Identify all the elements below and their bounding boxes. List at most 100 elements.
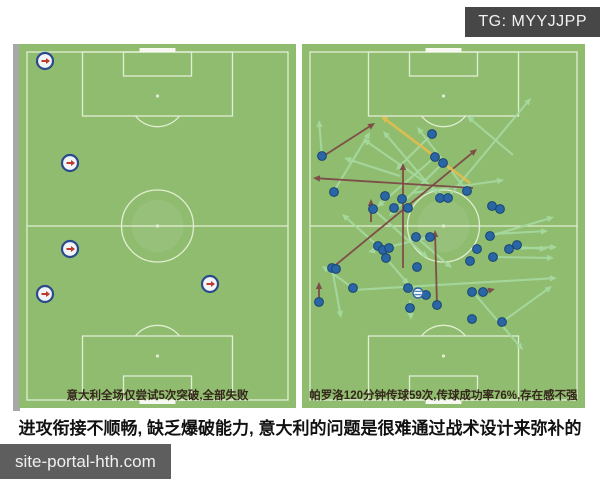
pass-origin-dot [381,253,391,263]
pass-arrow-success [352,277,551,292]
penalty-spot-top [441,94,446,98]
penalty-spot-top [155,94,160,98]
pass-arrowhead-fail [367,123,375,130]
pass-arrow-success [415,236,448,265]
failed-takeon-icon [46,58,50,64]
center-circle [120,189,195,263]
pass-arrowhead-fail [315,282,323,289]
pass-origin-dot [432,300,442,310]
pass-arrowhead-success [417,127,424,135]
penalty-arc-top [420,115,467,128]
pass-arrowhead-success [407,312,414,320]
pass-arrowhead-success [544,286,552,293]
pass-arrowhead-success [363,132,370,140]
pass-origin-dot [329,187,339,197]
pass-arrowhead-success [402,277,409,285]
pass-arrowhead-fail [313,175,321,182]
pass-arrowhead-success [540,228,548,235]
left-pitch-caption: 意大利全场仅尝试5次突破,全部失败 [66,390,249,402]
right-pitch-caption: 帕罗洛120分钟传球59次,传球成功率76%,存在感不强 [309,390,578,402]
penalty-spot-bottom [155,354,160,358]
pass-origin-dot [427,129,437,139]
pass-origin-dot [405,303,415,313]
pass-origin-dot [384,243,394,253]
pass-origin-dot [512,240,522,250]
pass-arrowhead-assist [381,116,389,123]
ball-icon [412,287,424,299]
pass-origin-dot [472,244,482,254]
pass-origin-dot [497,317,507,327]
pass-origin-dot [403,283,413,293]
pass-arrow-success [350,159,401,177]
pass-arrowhead-success [546,215,554,223]
pass-arrow-success [372,208,424,255]
tg-watermark-badge: TG: MYYJJPP [465,7,600,37]
pass-origin-dot [438,158,448,168]
pass-arrowhead-success [336,310,343,318]
pass-origin-dot [411,232,421,242]
pass-origin-dot [467,287,477,297]
pass-origin-dot [403,203,413,213]
pass-origin-dot [488,252,498,262]
pass-arrowhead-success [549,244,557,251]
pass-origin-dot [487,201,497,211]
pass-arrowhead-success [546,254,554,262]
pass-arrowhead-fail [399,163,407,170]
pass-arrow-fail [331,152,473,269]
pass-origin-dot [348,283,358,293]
pass-arrow-success [368,142,449,199]
pass-arrow-success [489,217,548,238]
pass-origin-dot [495,204,505,214]
pass-origin-dot [397,194,407,204]
pass-origin-dot [331,264,341,274]
pass-arrow-success [346,217,379,247]
pass-origin-dot [380,191,390,201]
pass-origin-dot [504,244,514,254]
pass-arrowhead-success [368,247,376,254]
pass-origin-dot [465,256,475,266]
site-watermark-badge: site-portal-hth.com [0,444,171,479]
pass-origin-dot [435,193,445,203]
pass-arrowhead-success [377,200,385,207]
failed-takeon-icon [71,246,75,252]
goal-bottom [139,400,176,404]
main-caption: 进攻衔接不顺畅, 缺乏爆破能力, 意大利的问题是很难通过战术设计来弥补的 [18,419,582,438]
pass-arrow-success [471,119,514,156]
pass-arrow-success [501,289,547,323]
left-gray-strip [13,44,20,411]
goal-top [425,48,462,52]
center-spot [155,224,160,228]
pass-arrow-success [381,156,436,204]
pass-origin-dot [462,186,472,196]
penalty-arc-bottom [134,324,181,337]
pass-arrowhead-success [524,98,531,106]
pass-arrowhead-success [467,116,475,123]
pass-arrow-success [330,267,341,312]
pass-arrow-success [472,291,520,346]
pass-arrow-fail [321,126,370,158]
pass-origin-dot [443,193,453,203]
pass-arrow-success [444,102,528,202]
pass-arrow-success [400,133,433,166]
pass-origin-dot [485,231,495,241]
pass-arrow-success [333,137,368,192]
pass-arrow-success [386,135,441,199]
pass-arrow-fail [319,177,474,189]
penalty-spot-bottom [441,354,446,358]
goal-bottom [425,400,462,404]
pass-arrowhead-success [316,120,323,128]
pass-arrowhead-success [342,214,350,222]
pass-arrowhead-success [344,157,352,164]
failed-takeon-icon [71,160,75,166]
pass-arrowhead-success [363,139,371,146]
pass-arrowhead-success [396,162,404,170]
failed-takeon-icon [211,281,215,287]
pass-origin-dot [368,204,378,214]
pass-arrow-assist [385,119,471,185]
pass-arrowhead-success [496,177,504,185]
pass-arrowhead-success [383,131,390,139]
pass-arrowhead-success [444,261,452,268]
penalty-arc-top [134,115,181,128]
